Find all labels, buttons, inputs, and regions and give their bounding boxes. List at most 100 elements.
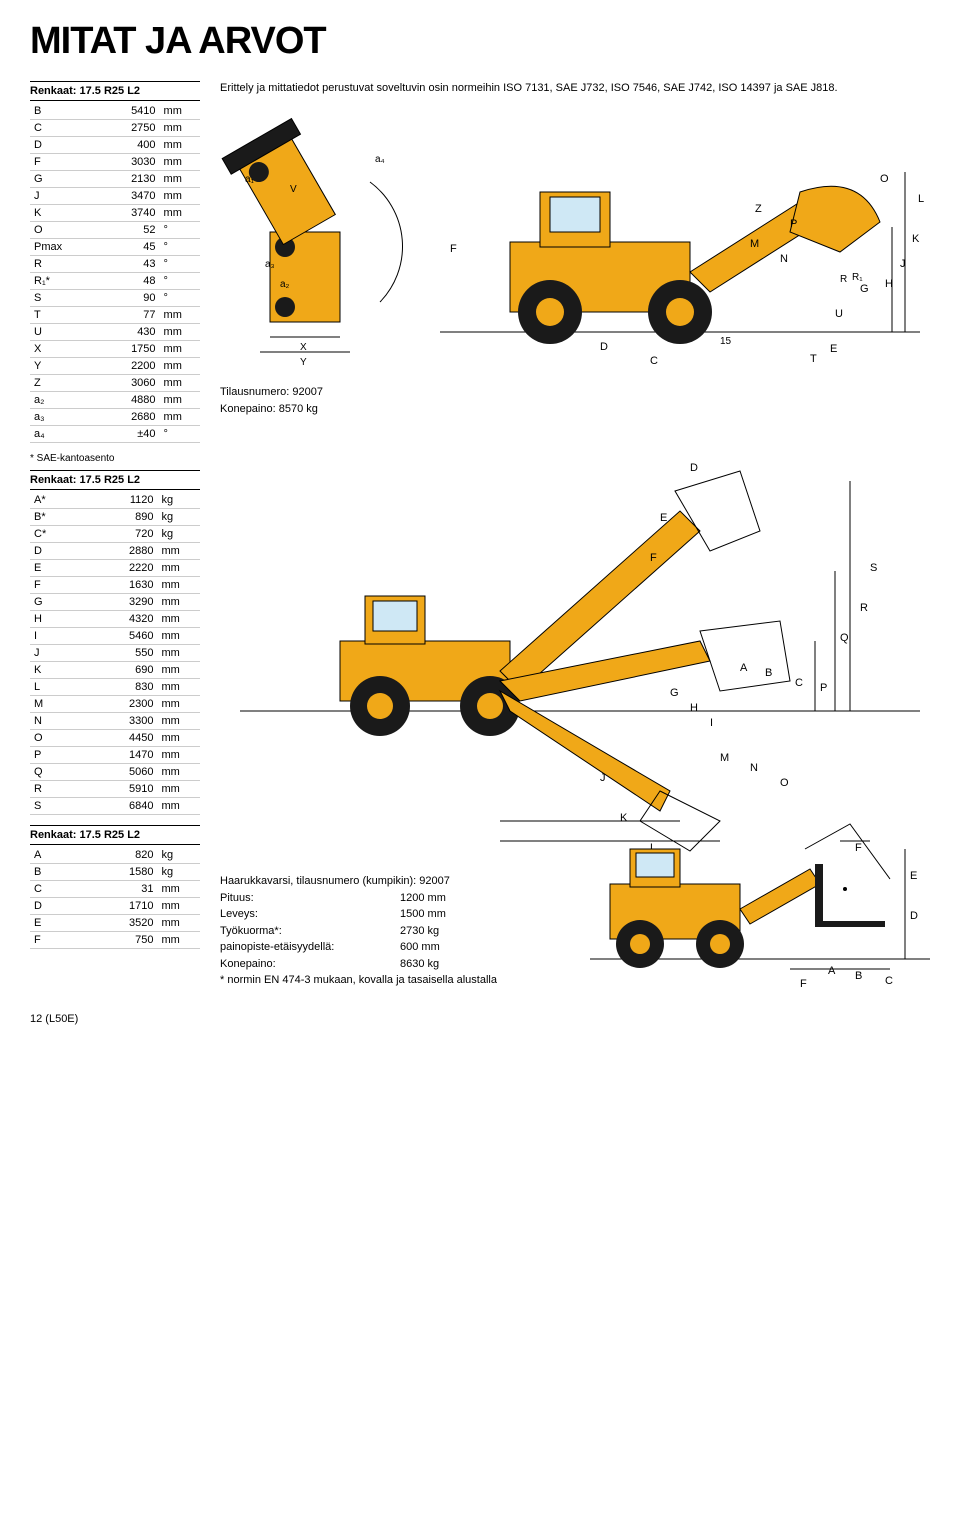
table2-header: Renkaat: 17.5 R25 L2 xyxy=(30,470,200,490)
table-cell: 2750 xyxy=(79,120,160,137)
table-cell: mm xyxy=(160,154,200,171)
table-cell: C xyxy=(30,120,79,137)
svg-text:a₂: a₂ xyxy=(280,279,290,290)
spec-tables-column: Renkaat: 17.5 R25 L2 B5410mmC2750mmD400m… xyxy=(30,81,200,989)
table-cell: mm xyxy=(160,188,200,205)
table-row: B1580kg xyxy=(30,864,200,881)
table-cell: mm xyxy=(158,881,201,898)
table-cell: E xyxy=(30,915,73,932)
table-cell: 3300 xyxy=(73,713,158,730)
table-cell: 4880 xyxy=(79,392,160,409)
diagram-top-side: a₁ a₄ a₃ a₂ V X Y xyxy=(220,112,940,372)
fig3-info-label: Työkuorma*: xyxy=(220,923,400,940)
table-row: H4320mm xyxy=(30,611,200,628)
table-row: Z3060mm xyxy=(30,375,200,392)
table-cell: R xyxy=(30,256,79,273)
table-cell: mm xyxy=(158,747,201,764)
svg-text:Z: Z xyxy=(755,203,762,215)
svg-text:T: T xyxy=(810,353,817,365)
svg-text:O: O xyxy=(780,777,789,789)
svg-text:a₄: a₄ xyxy=(375,154,385,165)
table-row: L830mm xyxy=(30,679,200,696)
fig3-info-value: 600 mm xyxy=(400,939,440,956)
table-cell: mm xyxy=(160,375,200,392)
table-cell: 5060 xyxy=(73,764,158,781)
table-cell: 820 xyxy=(73,847,158,864)
table-cell: C xyxy=(30,881,73,898)
table-cell: 2680 xyxy=(79,409,160,426)
table-row: G3290mm xyxy=(30,594,200,611)
table-cell: mm xyxy=(158,645,201,662)
table-cell: kg xyxy=(158,847,201,864)
table-row: Pmax45° xyxy=(30,239,200,256)
table-cell: ±40 xyxy=(79,426,160,443)
svg-text:S: S xyxy=(870,562,877,574)
table-cell: mm xyxy=(158,781,201,798)
svg-text:K: K xyxy=(912,233,920,245)
svg-text:J: J xyxy=(600,772,606,784)
svg-text:A: A xyxy=(740,662,748,674)
table-cell: mm xyxy=(160,205,200,222)
fig3-info-value: 8630 kg xyxy=(400,956,439,973)
svg-text:O: O xyxy=(880,173,889,185)
table-cell: 5910 xyxy=(73,781,158,798)
table-cell: O xyxy=(30,222,79,239)
table-row: K690mm xyxy=(30,662,200,679)
table-cell: mm xyxy=(160,137,200,154)
fig3-info-label: painopiste-etäisyydellä: xyxy=(220,939,400,956)
table-cell: D xyxy=(30,543,73,560)
svg-text:L: L xyxy=(918,193,924,205)
table-row: R₁*48° xyxy=(30,273,200,290)
fig2-line1: Tilausnumero: 92007 xyxy=(220,384,940,401)
table-cell: X xyxy=(30,341,79,358)
svg-text:F: F xyxy=(450,243,457,255)
table-cell: 750 xyxy=(73,932,158,949)
table-row: T77mm xyxy=(30,307,200,324)
svg-text:D: D xyxy=(690,462,698,474)
svg-text:R₁: R₁ xyxy=(852,272,863,283)
table-cell: C* xyxy=(30,526,73,543)
table-cell: mm xyxy=(160,103,200,120)
table-cell: 1710 xyxy=(73,898,158,915)
table-cell: H xyxy=(30,611,73,628)
table-cell: kg xyxy=(158,492,201,509)
table-row: F3030mm xyxy=(30,154,200,171)
svg-text:G: G xyxy=(860,283,869,295)
table3-header: Renkaat: 17.5 R25 L2 xyxy=(30,825,200,845)
table-cell: L xyxy=(30,679,73,696)
table-row: E2220mm xyxy=(30,560,200,577)
table-cell: 2130 xyxy=(79,171,160,188)
table-cell: M xyxy=(30,696,73,713)
table-cell: 5460 xyxy=(73,628,158,645)
svg-text:E: E xyxy=(830,343,837,355)
table-cell: kg xyxy=(158,526,201,543)
table-cell: ° xyxy=(160,239,200,256)
table-cell: S xyxy=(30,290,79,307)
fig3-info-value: 2730 kg xyxy=(400,923,439,940)
table-row: P1470mm xyxy=(30,747,200,764)
fig3-info-value: 1500 mm xyxy=(400,906,446,923)
table-cell: D xyxy=(30,137,79,154)
table-cell: 43 xyxy=(79,256,160,273)
svg-text:D: D xyxy=(600,341,608,353)
table-cell: mm xyxy=(160,307,200,324)
table-cell: 48 xyxy=(79,273,160,290)
table-cell: 3740 xyxy=(79,205,160,222)
table-cell: ° xyxy=(160,273,200,290)
table-cell: 2300 xyxy=(73,696,158,713)
diagram-fork: E D F A B C xyxy=(590,809,930,999)
table-row: J550mm xyxy=(30,645,200,662)
table-cell: 1120 xyxy=(73,492,158,509)
table-cell: P xyxy=(30,747,73,764)
table-row: S90° xyxy=(30,290,200,307)
table-cell: 1750 xyxy=(79,341,160,358)
table-row: M2300mm xyxy=(30,696,200,713)
svg-text:B: B xyxy=(855,970,862,982)
table-cell: 720 xyxy=(73,526,158,543)
table-cell: mm xyxy=(160,171,200,188)
table-cell: mm xyxy=(158,679,201,696)
svg-text:B: B xyxy=(765,667,772,679)
table-cell: mm xyxy=(160,341,200,358)
svg-text:Q: Q xyxy=(840,632,849,644)
table-row: U430mm xyxy=(30,324,200,341)
